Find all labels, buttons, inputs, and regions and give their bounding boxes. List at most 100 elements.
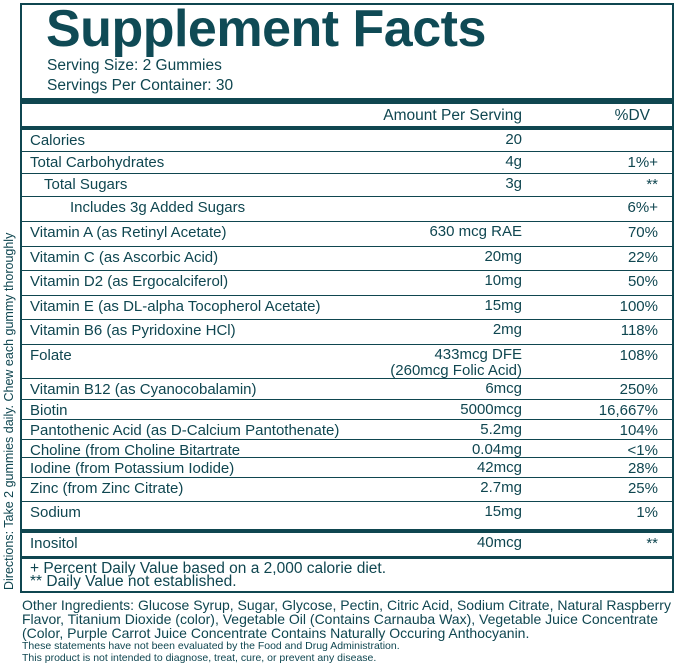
nutrient-row: Iodine (from Potassium Iodide) 42mcg 28%: [22, 457, 672, 478]
header-amount: Amount Per Serving: [383, 107, 522, 124]
nutrient-name: Calories: [30, 132, 86, 149]
amount-value: 40mcg: [476, 534, 522, 551]
nutrient-amount: 433mcg DFE (260mcg Folic Acid): [390, 347, 522, 379]
nutrient-name: Folate: [30, 347, 72, 364]
nutrient-amount: 0.04mg: [472, 442, 522, 458]
servings-per-container: Servings Per Container: 30: [47, 77, 234, 94]
fda-disclaimer: These statements have not been evaluated…: [22, 640, 400, 652]
nutrient-row: Vitamin E (as DL-alpha Tocopherol Acetat…: [22, 295, 672, 320]
nutrient-row: Vitamin D2 (as Ergocalciferol) 10mg 50%: [22, 270, 672, 296]
nutrient-row: Total Carbohydrates 4g 1%+: [22, 151, 672, 174]
amount-value: 42mcg: [476, 459, 522, 476]
nutrient-row: Vitamin C (as Ascorbic Acid) 20mg 22%: [22, 246, 672, 271]
footnote-dv: + Percent Daily Value based on a 2,000 c…: [30, 560, 387, 577]
nutrient-dv: 1%: [636, 504, 658, 521]
nutrient-dv: 118%: [620, 322, 658, 339]
nutrient-row: Includes 3g Added Sugars 6%+: [22, 196, 672, 222]
amount-value: 15mg: [484, 297, 522, 314]
amount-value: 5000mcg: [460, 401, 522, 418]
divider-thick: [22, 126, 672, 130]
nutrient-amount: 6mcg: [485, 381, 522, 397]
nutrient-amount: 3g: [505, 176, 522, 192]
nutrient-name: Inositol: [30, 535, 78, 552]
nutrient-dv: 250%: [619, 381, 658, 398]
nutrient-name: Total Sugars: [44, 176, 128, 193]
serving-size: Serving Size: 2 Gummies: [47, 57, 222, 74]
nutrient-dv: 25%: [627, 480, 658, 497]
footnote-not-established: ** Daily Value not established.: [30, 573, 237, 590]
nutrient-amount: 2.7mg: [480, 480, 522, 496]
nutrient-amount: 630 mcg RAE: [429, 224, 522, 240]
nutrient-dv: 50%: [627, 273, 658, 290]
nutrient-name: Vitamin A (as Retinyl Acetate): [30, 224, 227, 241]
amount-detail: (260mcg Folic Acid): [390, 362, 522, 379]
nutrient-amount: 15mg: [484, 298, 522, 314]
divider-thick: [22, 529, 672, 533]
other-ingredients: Other Ingredients: Glucose Syrup, Sugar,…: [22, 597, 671, 641]
nutrient-amount: 5000mcg: [460, 402, 522, 418]
nutrient-name: Includes 3g Added Sugars: [70, 199, 246, 216]
nutrient-amount: 4g: [505, 154, 522, 170]
directions-text: Directions: Take 2 gummies daily. Chew e…: [2, 232, 16, 590]
nutrient-row: Pantothenic Acid (as D-Calcium Pantothen…: [22, 419, 672, 440]
nutrient-row: Inositol 40mcg **: [22, 533, 672, 556]
nutrient-name: Vitamin E (as DL-alpha Tocopherol Acetat…: [30, 298, 321, 315]
nutrient-row: Total Sugars 3g **: [22, 173, 672, 197]
nutrient-amount: 10mg: [484, 273, 522, 289]
nutrient-dv: 28%: [627, 460, 658, 477]
amount-value: 0.04mg: [471, 441, 522, 458]
nutrient-name: Sodium: [30, 504, 81, 521]
amount-value: 4g: [505, 153, 522, 170]
nutrient-dv: 22%: [627, 249, 658, 266]
nutrient-name: Vitamin B6 (as Pyridoxine HCl): [30, 322, 236, 339]
nutrient-dv: 1%+: [627, 154, 658, 171]
nutrient-amount: 40mcg: [477, 535, 522, 551]
nutrient-amount: 2mg: [493, 322, 522, 338]
nutrient-name: Total Carbohydrates: [30, 154, 165, 171]
amount-value: 15mg: [484, 503, 522, 520]
nutrient-name: Zinc (from Zinc Citrate): [30, 480, 184, 497]
amount-value: 6mcg: [485, 380, 522, 397]
nutrient-row: Sodium 15mg 1%: [22, 501, 672, 530]
amount-value: 433mcg DFE: [434, 346, 522, 363]
nutrient-amount: 20mg: [484, 249, 522, 265]
amount-value: 3g: [505, 175, 522, 192]
nutrient-name: Vitamin D2 (as Ergocalciferol): [30, 273, 229, 290]
amount-value: 2.7mg: [480, 479, 522, 496]
nutrient-dv: **: [646, 535, 658, 552]
divider-thick: [22, 556, 672, 559]
nutrient-amount: 5.2mg: [480, 422, 522, 438]
nutrient-amount: 42mcg: [477, 460, 522, 476]
nutrient-dv: 104%: [619, 422, 658, 439]
nutrient-dv: **: [646, 176, 658, 193]
amount-value: 2mg: [492, 321, 522, 338]
nutrient-name: Biotin: [30, 402, 68, 419]
nutrient-dv: 108%: [619, 347, 658, 364]
nutrient-dv: 6%+: [627, 199, 658, 216]
panel-title: Supplement Facts: [46, 0, 486, 58]
nutrient-dv: 100%: [619, 298, 658, 315]
amount-value: 630 mcg RAE: [429, 223, 522, 240]
amount-value: 20mg: [484, 248, 522, 265]
nutrient-row: Zinc (from Zinc Citrate) 2.7mg 25%: [22, 477, 672, 502]
nutrient-dv: <1%: [627, 442, 658, 459]
nutrient-dv: 70%: [627, 224, 658, 241]
nutrient-row: Vitamin B12 (as Cyanocobalamin) 6mcg 250%: [22, 378, 672, 400]
nutrient-name: Vitamin C (as Ascorbic Acid): [30, 249, 219, 266]
supplement-facts-panel: Supplement Facts Serving Size: 2 Gummies…: [20, 0, 674, 593]
nutrient-row: Vitamin A (as Retinyl Acetate) 630 mcg RA…: [22, 221, 672, 247]
nutrient-row: Vitamin B6 (as Pyridoxine HCl) 2mg 118%: [22, 319, 672, 345]
amount-value: 20: [505, 131, 522, 148]
divider-thick: [22, 98, 672, 104]
nutrient-dv: 16,667%: [598, 402, 658, 419]
nutrient-row: Choline (from Choline Bitartrate 0.04mg <1…: [22, 439, 672, 459]
nutrient-name: Iodine (from Potassium Iodide): [30, 460, 235, 477]
nutrient-amount: 20: [505, 132, 522, 148]
nutrient-name: Vitamin B12 (as Cyanocobalamin): [30, 381, 257, 398]
nutrient-amount: 15mg: [484, 504, 522, 520]
nutrient-name: Pantothenic Acid (as D-Calcium Pantothen…: [30, 422, 340, 439]
amount-value: 10mg: [484, 272, 522, 289]
fda-disclaimer: This product is not intended to diagnose…: [22, 652, 377, 664]
amount-value: 5.2mg: [480, 421, 522, 438]
nutrient-row: Calories 20: [22, 130, 672, 151]
